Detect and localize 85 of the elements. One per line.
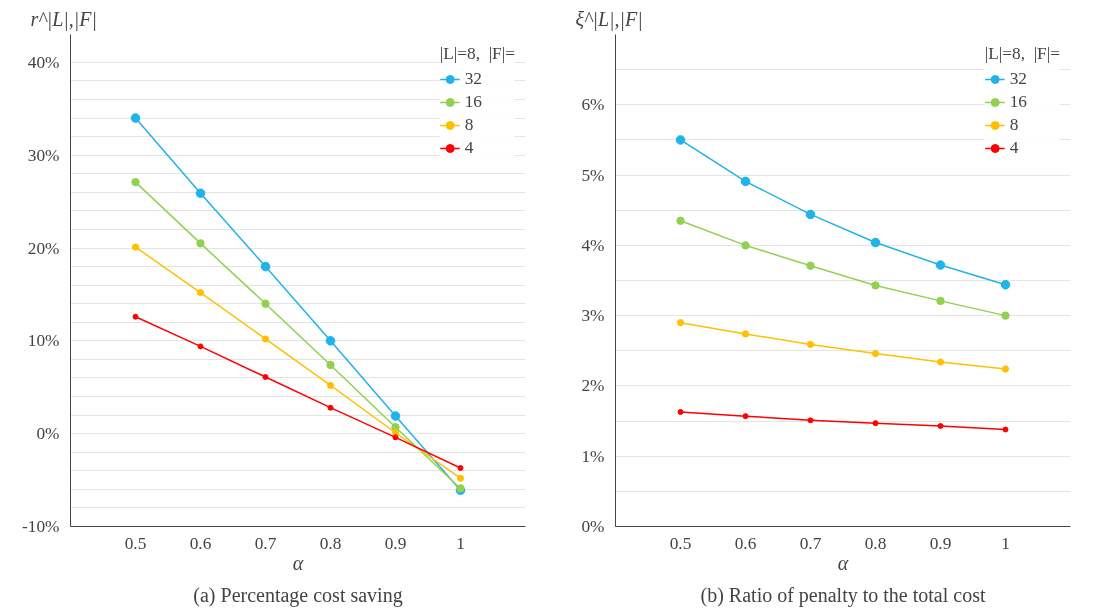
x-tick-label: 1 [1001,533,1010,553]
point [1000,279,1011,290]
point [742,413,749,420]
y-axis-title: r^|L|,|F| [30,7,98,31]
y-axis-title: ξ^|L|,|F| [575,7,643,31]
point [196,239,205,248]
text: (b) Ratio of penalty to the total cost [700,583,986,607]
y-tick-label: 4% [581,235,605,255]
legend-label: 16 [464,92,483,112]
x-tick-label: 0.6 [734,533,757,553]
point [740,176,751,187]
point [741,241,750,250]
point [871,350,880,358]
y-tick-label: 1% [581,446,605,466]
legend-label: 4 [1009,138,1020,158]
point [392,434,399,441]
point [326,360,335,370]
x-tick-label: 0.5 [124,533,147,553]
point [195,188,206,199]
x-tick-label: 0.5 [669,533,692,553]
point [262,374,269,381]
point [456,474,465,482]
point [677,408,684,415]
point [937,423,944,429]
x-tick-label: 0.8 [864,533,887,553]
point [457,465,464,472]
legend-label: 4 [464,138,475,158]
point [131,243,140,251]
point [325,336,336,346]
y-tick-label: 0% [36,424,60,444]
y-tick-label: 3% [581,306,605,326]
point [1001,311,1010,320]
y-tick-label: -10% [21,517,60,536]
x-axis-title: α [837,551,849,574]
point [390,411,401,421]
point [130,113,141,123]
point [936,358,945,366]
point [807,417,814,424]
point [741,330,750,338]
x-tick-label: 0.9 [384,533,407,553]
legend-label: 8 [464,115,475,135]
point [261,299,270,308]
x-tick-label: 0.7 [254,533,277,553]
legend-label: 32 [1009,69,1028,89]
y-tick-label: 10% [27,331,60,351]
point [1002,426,1009,433]
point [872,420,879,427]
y-tick-label: 20% [27,238,60,258]
legend-label: 8 [1009,115,1020,135]
x-tick-label: 0.8 [319,533,342,553]
y-tick-label: 6% [581,95,605,115]
point [132,313,139,320]
point [197,343,204,350]
x-tick-label: 0.6 [189,533,212,553]
x-tick-label: 1 [456,533,465,553]
point [806,340,815,349]
point [935,260,946,270]
y-tick-label: 30% [27,145,60,165]
legend-title: |L|=8, |F|= [984,44,1060,64]
point [196,288,205,297]
point [805,209,816,220]
point [871,281,880,290]
point [675,135,686,145]
y-tick-label: 40% [27,52,60,72]
point [870,237,881,248]
point [327,404,334,411]
point [261,335,270,343]
point [806,261,815,270]
legend-label: 32 [464,69,483,89]
point [326,381,335,389]
point [131,177,140,187]
x-tick-label: 0.7 [799,533,822,553]
point [936,296,945,306]
legend-label: 16 [1009,92,1028,112]
point [676,216,685,225]
x-axis-title: α [292,551,304,574]
point [1001,365,1010,373]
text: (a) Percentage cost saving [193,583,403,607]
y-tick-label: 2% [581,376,605,396]
x-tick-label: 0.9 [929,533,952,553]
y-tick-label: 0% [581,517,605,536]
legend-title: |L|=8, |F|= [439,44,515,64]
point [260,261,271,272]
y-tick-label: 5% [581,165,605,185]
point [676,319,685,327]
